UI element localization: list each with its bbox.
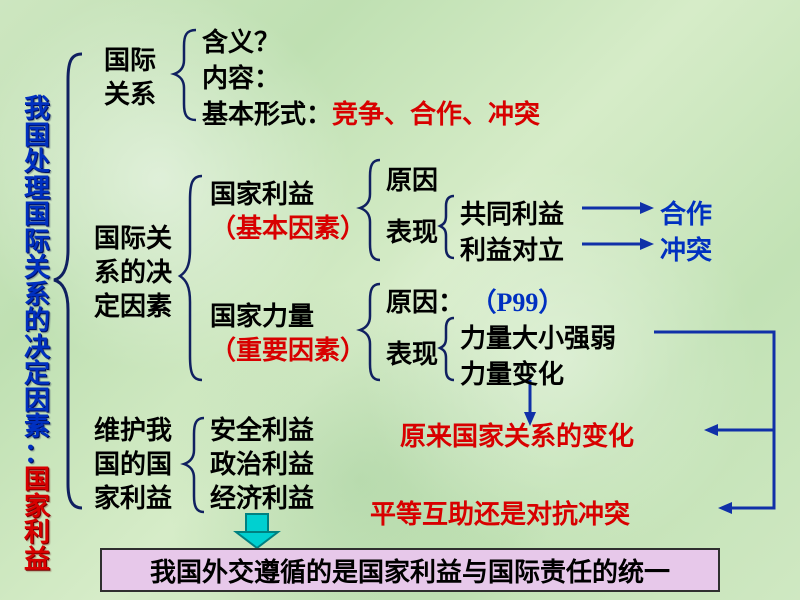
n2a-biaoxian: 表现 — [386, 212, 438, 249]
n2b-yuanyin: 原因： （P99） — [386, 282, 564, 319]
node-guojialiliang: 国家力量 （重要因素） — [210, 300, 366, 368]
n2a-chongtu: 冲突 — [660, 230, 712, 267]
n2b-liliang-bianhua: 力量变化 — [460, 354, 564, 391]
node-juedingyinsu: 国际关 系的决 定因素 — [94, 222, 172, 323]
node-guoji-guanxi: 国际 关系 — [104, 44, 156, 112]
n2a-yuanyin: 原因 — [386, 160, 438, 197]
n1-hanyi: 含义？ — [202, 22, 280, 59]
n2a-hezuo: 合作 — [660, 194, 712, 231]
n2a-duili: 利益对立 — [460, 230, 564, 267]
n2b-liliang-daxiao: 力量大小强弱 — [460, 318, 616, 355]
main-title-col: 我 国 处 理 国 际 关 系 的 决 定 因 素 ： 国 家 利 益 — [24, 96, 50, 573]
n1-neirong: 内容： — [202, 58, 280, 95]
node-guojialiyi: 国家利益 （基本因素） — [210, 178, 366, 246]
n3-items: 安全利益 政治利益 经济利益 — [210, 414, 314, 515]
result-pingdeng-duikang: 平等互助还是对抗冲突 — [370, 494, 630, 531]
n1-jibenxingshi: 基本形式：竞争、合作、冲突 — [202, 94, 540, 131]
node-weihu-liyi: 维护我 国的国 家利益 — [94, 414, 172, 515]
conclusion-text: 我国外交遵循的是国家利益与国际责任的统一 — [150, 552, 670, 589]
n2b-biaoxian: 表现 — [386, 334, 438, 371]
n2a-gongtong: 共同利益 — [460, 194, 564, 231]
conclusion-box: 我国外交遵循的是国家利益与国际责任的统一 — [100, 548, 720, 592]
result-guanxi-bianhua: 原来国家关系的变化 — [400, 416, 634, 453]
